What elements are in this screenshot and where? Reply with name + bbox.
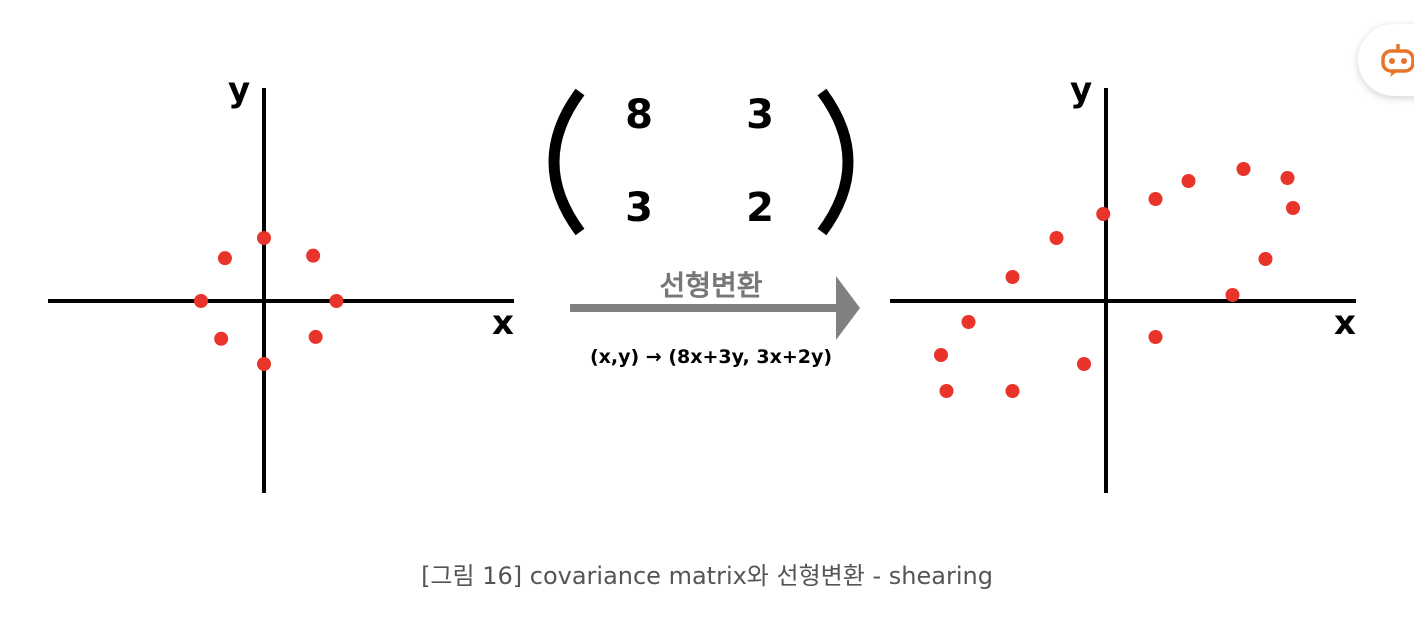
right-point-7 [1049, 231, 1064, 245]
transform-arrow-group: 선형변환 (x,y) → (8x+3y, 3x+2y) [570, 269, 860, 368]
right-x-axis-label: x [1334, 303, 1356, 343]
right-point-14 [1077, 357, 1091, 371]
right-point-6 [1096, 207, 1111, 221]
left-point-3 [306, 248, 321, 263]
chat-bot-icon [1381, 44, 1414, 77]
right-point-11 [961, 315, 976, 329]
left-plot: y x [48, 70, 514, 493]
left-point-8 [257, 357, 271, 371]
right-point-12 [1148, 330, 1163, 344]
assistant-button[interactable] [1358, 24, 1414, 96]
right-point-2 [1236, 162, 1251, 176]
matrix-entry-22: 2 [746, 185, 774, 231]
left-point-7 [308, 329, 323, 344]
matrix: 8 3 3 2 [548, 88, 854, 236]
mapping-formula: (x,y) → (8x+3y, 3x+2y) [590, 346, 832, 368]
matrix-right-paren [817, 88, 854, 236]
matrix-entry-21: 3 [625, 185, 653, 231]
right-point-5 [1286, 201, 1300, 215]
left-point-1 [257, 231, 271, 245]
matrix-entry-12: 3 [746, 92, 774, 138]
left-point-2 [217, 251, 232, 266]
left-point-4 [194, 294, 208, 308]
right-points [934, 162, 1300, 398]
right-plot: y x [890, 70, 1356, 493]
left-y-axis-label: y [228, 70, 250, 110]
right-point-3 [1280, 171, 1295, 185]
right-point-9 [1005, 270, 1020, 284]
arrow-head-icon [836, 276, 860, 340]
right-point-10 [1225, 288, 1240, 302]
figure-caption: [그림 16] covariance matrix와 선형변환 - sheari… [421, 562, 993, 590]
matrix-left-paren [548, 88, 585, 236]
right-y-axis-label: y [1070, 70, 1092, 110]
right-point-16 [1005, 384, 1020, 398]
left-x-axis-label: x [492, 303, 514, 343]
left-points [194, 231, 344, 371]
right-point-13 [934, 348, 948, 362]
left-point-5 [329, 294, 344, 308]
right-point-15 [939, 384, 954, 398]
transform-label: 선형변환 [659, 269, 762, 302]
right-point-1 [1181, 174, 1196, 188]
arrow-shaft [570, 304, 840, 312]
matrix-entry-11: 8 [625, 92, 653, 138]
right-point-8 [1258, 252, 1273, 266]
right-point-4 [1148, 192, 1163, 206]
left-point-6 [214, 331, 229, 346]
